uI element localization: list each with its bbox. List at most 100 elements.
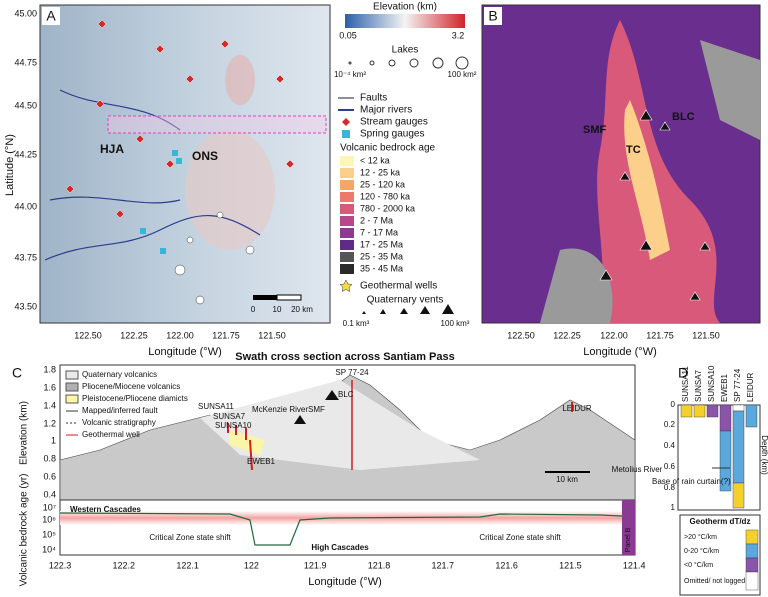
peaks [294, 390, 339, 424]
scale-label: 10 [273, 305, 282, 314]
label-box [42, 7, 60, 25]
legend-item: Omitted/ not logged [684, 578, 745, 585]
annotation: BLC [672, 111, 695, 123]
annotation: SUNSA11 [198, 402, 234, 411]
y-tick-label: 0.4 [664, 441, 676, 450]
legend-item: Major rivers [360, 105, 412, 116]
panel-label: D [678, 365, 688, 381]
x-tick-label: 121.50 [692, 330, 720, 340]
legend-item: < 12 ka [360, 155, 390, 165]
age-key [340, 204, 354, 214]
x-tick-label: 122.1 [176, 560, 199, 570]
age-key [340, 216, 354, 226]
age-key [340, 192, 354, 202]
geotherm-bars [680, 404, 758, 509]
legend-item: 120 - 780 ka [360, 191, 410, 201]
well-label: LEIDUR [746, 372, 755, 402]
well-label: SUNSA7 [694, 369, 703, 402]
legend-item: 35 - 45 Ma [360, 263, 403, 273]
y-tick-label: 43.75 [14, 252, 37, 262]
legend-title: Quaternary vents [367, 295, 444, 306]
annotation: HJA [100, 142, 124, 156]
age-key [340, 252, 354, 262]
legend-title: Volcanic bedrock age [340, 143, 436, 154]
legend-item: 0-20 °C/km [684, 547, 719, 555]
legend-title: Lakes [392, 45, 419, 56]
y-tick-label: 44.50 [14, 100, 37, 110]
legend-key [65, 394, 79, 404]
panel-label: C [12, 365, 22, 381]
y-axis-label: Elevation (km) [19, 401, 30, 465]
spring-key [342, 130, 350, 138]
legend-title: Elevation (km) [373, 2, 437, 13]
legend-item: Pleistocene/Pliocene diamicts [82, 394, 188, 403]
x-tick-label: 122.3 [49, 560, 72, 570]
y-tick-label: 0.8 [664, 483, 676, 492]
y-tick-label: 44.00 [14, 201, 37, 211]
y-axis-label: Volcanic bedrock age (yr) [19, 474, 30, 587]
y-tick-label: 0.6 [664, 462, 676, 471]
x-tick-label: 121.9 [304, 560, 327, 570]
y-tick-label: 1 [51, 435, 56, 445]
legend-item: Pliocene/Miocene volcanics [82, 382, 180, 391]
y-tick-label: 0.2 [664, 420, 676, 429]
age-key [340, 264, 354, 274]
d-legend-keys [745, 529, 759, 591]
legend-label: 0.05 [339, 30, 357, 40]
y-axis-label: Latitude (°N) [4, 134, 16, 196]
x-tick-label: 122.00 [166, 330, 194, 340]
x-tick-label: 121.5 [559, 560, 582, 570]
x-tick-label: 122.50 [507, 330, 535, 340]
legend-item: 12 - 25 ka [360, 167, 400, 177]
x-tick-label: 121.6 [495, 560, 518, 570]
y-tick-label: 10⁶ [42, 514, 56, 524]
y-tick-label: 0 [671, 400, 676, 409]
age-zone [597, 20, 720, 323]
legend-item: <0 °C/km [684, 561, 713, 569]
annotation: SMF [308, 405, 325, 414]
legend-item: 17 - 25 Ma [360, 239, 403, 249]
legend-item: Stream gauges [360, 117, 428, 128]
y-tick-label: 0.8 [43, 453, 56, 463]
legend-label: 100 km² [448, 70, 477, 79]
x-tick-label: 122.25 [553, 330, 581, 340]
y-tick-label: 44.25 [14, 149, 37, 159]
legend-item: >20 °C/km [684, 533, 717, 541]
relief [225, 55, 255, 105]
y-tick-label: 0.4 [43, 489, 56, 499]
x-tick-label: 122.00 [600, 330, 628, 340]
y-tick-label: 1.2 [43, 418, 56, 428]
diamicts [230, 430, 265, 455]
well-label: SP 77-24 [733, 368, 742, 402]
legend-key [65, 382, 79, 392]
stream-gauges [65, 19, 295, 219]
annotation: SUNSA7 [213, 412, 246, 421]
legend-title: Geotherm dT/dz [690, 517, 751, 526]
label-box [484, 7, 502, 25]
age-key [340, 228, 354, 238]
well-label: SUNSA10 [707, 365, 716, 402]
annotation: BLC [338, 390, 354, 399]
y-tick-label: 0.6 [43, 471, 56, 481]
annotation: Western Cascades [70, 505, 142, 514]
lakes [174, 211, 255, 305]
legend-item: Mapped/inferred fault [82, 406, 158, 415]
age-zone [624, 100, 670, 260]
legend-item: Spring gauges [360, 129, 425, 140]
rivers [44, 89, 261, 261]
age-key [340, 180, 354, 190]
panel-label: A [46, 8, 56, 24]
age-key [340, 240, 354, 250]
geothermal-key [339, 279, 353, 292]
x-axis-label: Longitude (°W) [308, 576, 382, 588]
panel-b-strip [622, 500, 635, 555]
legend-label: 3.2 [452, 30, 465, 40]
relief [185, 130, 275, 250]
annotation: Critical Zone state shift [479, 533, 561, 542]
annotation: EWEB1 [247, 457, 276, 466]
y-tick-label: 10⁴ [42, 544, 56, 554]
lake-sizes [348, 56, 469, 70]
title: Swath cross section across Santiam Pass [235, 351, 455, 363]
x-tick-label: 122 [244, 560, 259, 570]
